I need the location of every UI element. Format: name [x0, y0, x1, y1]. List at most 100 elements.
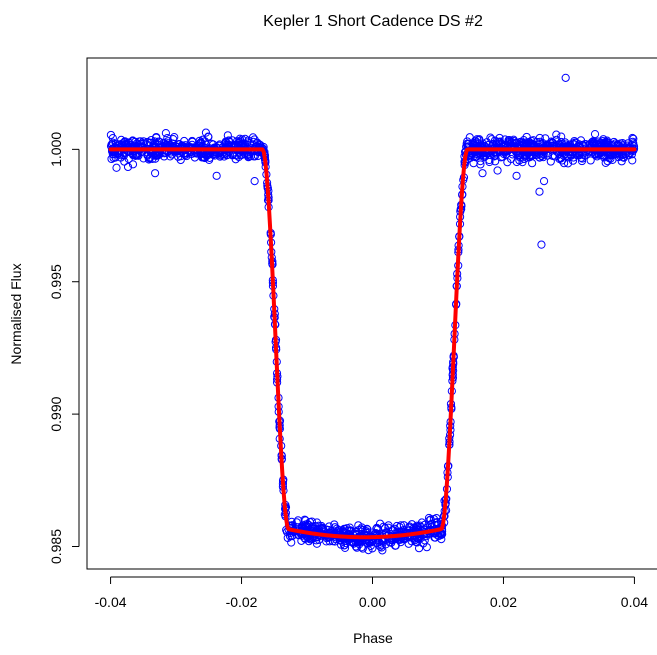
data-point — [528, 159, 537, 168]
data-point — [198, 135, 207, 144]
data-point — [628, 133, 637, 143]
data-point — [128, 160, 138, 169]
data-point — [228, 151, 237, 160]
data-point — [586, 156, 595, 165]
data-point — [161, 128, 170, 138]
data-point — [474, 136, 484, 145]
data-points-layer — [106, 73, 639, 555]
chart-title: Kepler 1 Short Cadence DS #2 — [263, 13, 483, 30]
model-curve-layer — [108, 147, 637, 540]
data-point — [557, 156, 567, 165]
data-point — [472, 152, 481, 161]
y-axis: 0.985 0.990 0.995 1.000 — [48, 132, 80, 564]
data-point — [201, 151, 210, 160]
data-point — [152, 132, 161, 142]
data-point — [516, 137, 525, 147]
x-tick-label: 0.02 — [490, 594, 517, 610]
data-point — [432, 517, 442, 527]
data-point — [354, 526, 363, 535]
data-point — [222, 151, 231, 160]
x-tick-label: -0.02 — [226, 594, 258, 610]
data-point — [188, 137, 197, 146]
data-point — [618, 153, 628, 162]
data-point — [432, 518, 441, 527]
outlier-point — [250, 177, 259, 186]
data-point — [123, 162, 133, 172]
x-tick-label: 0.00 — [359, 594, 386, 610]
data-point — [411, 536, 420, 545]
data-point — [292, 518, 301, 527]
data-point — [414, 544, 424, 553]
data-point — [580, 151, 589, 160]
data-point — [629, 134, 638, 143]
data-point — [624, 151, 633, 160]
data-point — [106, 130, 116, 140]
data-point — [469, 152, 478, 161]
data-point — [325, 522, 334, 531]
data-point — [151, 139, 160, 148]
data-point — [285, 532, 295, 541]
data-point — [201, 128, 211, 137]
data-point — [322, 525, 331, 534]
data-point — [112, 163, 121, 172]
data-point — [111, 139, 120, 148]
data-point — [412, 521, 422, 530]
data-point — [426, 520, 435, 529]
y-tick-label: 0.990 — [48, 396, 64, 431]
data-point — [283, 533, 292, 543]
y-tick-label: 0.985 — [48, 529, 64, 564]
outlier-point — [535, 187, 544, 196]
data-point — [199, 153, 208, 162]
data-point — [361, 526, 370, 536]
data-point — [143, 138, 152, 147]
data-point — [419, 539, 428, 548]
outlier-point — [493, 166, 502, 175]
y-axis-label: Normalised Flux — [8, 263, 24, 364]
plot-border — [86, 57, 657, 570]
data-point — [118, 139, 127, 148]
data-point — [363, 525, 372, 534]
data-point — [590, 130, 600, 139]
outlier-point — [212, 171, 221, 180]
x-tick-label: 0.04 — [621, 594, 648, 610]
outlier-point — [539, 177, 549, 186]
y-tick-label: 0.995 — [48, 264, 64, 299]
data-point — [190, 153, 199, 162]
data-point — [221, 137, 230, 146]
x-axis-label: Phase — [353, 630, 393, 646]
data-point — [495, 133, 504, 143]
data-point — [139, 139, 149, 148]
data-point — [344, 526, 353, 535]
data-point — [575, 151, 584, 160]
data-point — [351, 542, 360, 551]
data-point — [216, 151, 225, 160]
y-tick-label: 1.000 — [48, 132, 64, 167]
data-point — [384, 523, 393, 532]
data-point — [238, 135, 247, 144]
data-point — [139, 154, 148, 163]
data-point — [512, 157, 521, 167]
data-point — [599, 151, 608, 160]
outlier-point — [512, 171, 521, 180]
data-point — [560, 138, 570, 147]
data-point — [325, 537, 334, 546]
data-point — [224, 136, 233, 145]
data-point — [362, 524, 372, 533]
outlier-point — [478, 169, 487, 178]
data-point — [548, 138, 557, 148]
data-point — [120, 157, 129, 166]
data-point — [396, 521, 405, 530]
x-axis: -0.04 -0.02 0.00 0.02 0.04 — [95, 576, 648, 610]
data-point — [527, 136, 536, 145]
data-point — [152, 151, 161, 161]
data-point — [548, 151, 557, 160]
data-point — [240, 134, 250, 143]
data-point — [500, 135, 510, 144]
data-point — [552, 130, 561, 139]
x-tick-label: -0.04 — [95, 594, 127, 610]
data-point — [491, 157, 500, 166]
data-point — [210, 151, 220, 160]
data-point — [602, 138, 611, 147]
data-point — [539, 153, 548, 162]
data-point — [340, 543, 350, 553]
